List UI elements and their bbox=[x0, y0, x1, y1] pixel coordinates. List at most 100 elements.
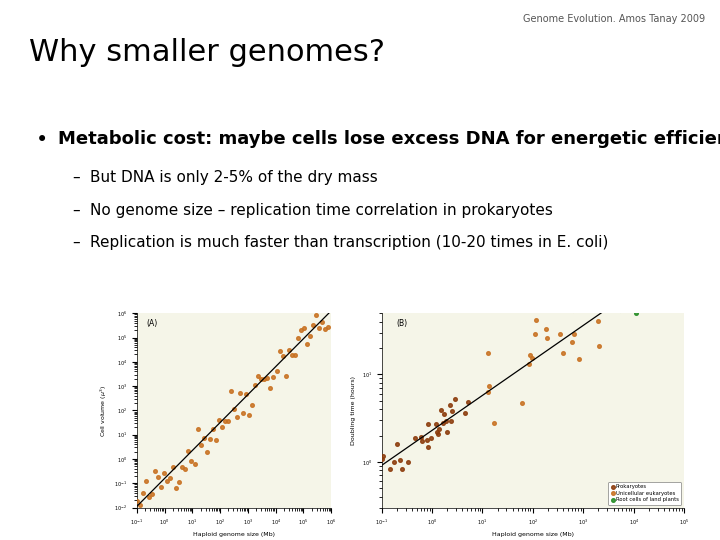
Root cells of land plants bbox=[630, 309, 642, 318]
Point bbox=[268, 373, 279, 381]
Y-axis label: Doubling time (hours): Doubling time (hours) bbox=[351, 376, 356, 445]
Prokaryotes bbox=[444, 401, 455, 409]
Point bbox=[210, 435, 222, 444]
Point bbox=[323, 322, 334, 331]
Point bbox=[258, 375, 270, 383]
Unicellular eukaryotes bbox=[482, 349, 494, 357]
Prokaryotes bbox=[416, 437, 428, 446]
Point bbox=[304, 331, 315, 340]
Unicellular eukaryotes bbox=[610, 289, 621, 298]
Point bbox=[134, 501, 145, 509]
Point bbox=[164, 474, 176, 482]
Point bbox=[310, 311, 322, 320]
Point bbox=[301, 340, 312, 349]
Prokaryotes bbox=[415, 433, 427, 442]
Point bbox=[250, 381, 261, 389]
Point bbox=[243, 410, 255, 419]
Prokaryotes bbox=[384, 464, 395, 473]
Unicellular eukaryotes bbox=[566, 338, 577, 346]
Point bbox=[286, 350, 297, 359]
Unicellular eukaryotes bbox=[557, 349, 569, 357]
Prokaryotes bbox=[394, 456, 405, 464]
Text: •: • bbox=[36, 130, 48, 150]
Point bbox=[146, 489, 158, 498]
Point bbox=[225, 387, 237, 396]
Prokaryotes bbox=[431, 428, 443, 436]
Prokaryotes bbox=[435, 406, 446, 414]
Point bbox=[204, 435, 215, 443]
Point bbox=[295, 326, 307, 334]
Unicellular eukaryotes bbox=[609, 274, 621, 283]
Point bbox=[320, 325, 331, 333]
Prokaryotes bbox=[432, 430, 444, 438]
Point bbox=[316, 318, 328, 326]
Point bbox=[307, 321, 319, 330]
Point bbox=[168, 463, 179, 471]
Point bbox=[140, 476, 152, 485]
Point bbox=[313, 324, 325, 333]
Point bbox=[149, 467, 161, 475]
Text: –: – bbox=[72, 170, 80, 185]
Prokaryotes bbox=[462, 398, 474, 407]
Text: Metabolic cost: maybe cells lose excess DNA for energetic efficiency: Metabolic cost: maybe cells lose excess … bbox=[58, 130, 720, 147]
Prokaryotes bbox=[431, 420, 442, 428]
Text: –: – bbox=[72, 235, 80, 250]
Text: Why smaller genomes?: Why smaller genomes? bbox=[29, 38, 384, 67]
Unicellular eukaryotes bbox=[541, 334, 553, 342]
Point bbox=[228, 404, 240, 413]
Legend: Prokaryotes, Unicellular eukaryotes, Root cells of land plants: Prokaryotes, Unicellular eukaryotes, Roo… bbox=[608, 482, 681, 505]
Prokaryotes bbox=[445, 417, 456, 426]
Unicellular eukaryotes bbox=[489, 418, 500, 427]
Text: –: – bbox=[72, 202, 80, 218]
Point bbox=[240, 390, 252, 399]
Root cells of land plants bbox=[628, 291, 639, 299]
Prokaryotes bbox=[376, 455, 387, 463]
Point bbox=[238, 408, 249, 417]
Root cells of land plants bbox=[642, 284, 653, 292]
Point bbox=[298, 324, 310, 333]
Prokaryotes bbox=[410, 434, 421, 442]
Root cells of land plants bbox=[611, 303, 622, 312]
Point bbox=[231, 413, 243, 421]
Prokaryotes bbox=[441, 416, 452, 425]
Text: But DNA is only 2-5% of the dry mass: But DNA is only 2-5% of the dry mass bbox=[90, 170, 378, 185]
Point bbox=[156, 483, 167, 491]
Point bbox=[131, 497, 143, 505]
Prokaryotes bbox=[396, 464, 408, 473]
Point bbox=[192, 425, 203, 434]
Root cells of land plants bbox=[616, 291, 628, 299]
Unicellular eukaryotes bbox=[540, 325, 552, 334]
Point bbox=[256, 375, 267, 383]
Text: Genome Evolution. Amos Tanay 2009: Genome Evolution. Amos Tanay 2009 bbox=[523, 14, 706, 24]
Unicellular eukaryotes bbox=[592, 316, 603, 325]
Unicellular eukaryotes bbox=[524, 350, 536, 359]
Unicellular eukaryotes bbox=[568, 329, 580, 338]
Text: (B): (B) bbox=[397, 319, 408, 328]
Prokaryotes bbox=[438, 409, 449, 418]
Point bbox=[234, 389, 246, 398]
Prokaryotes bbox=[423, 420, 434, 428]
Prokaryotes bbox=[402, 457, 414, 466]
Point bbox=[289, 350, 300, 359]
Root cells of land plants bbox=[606, 304, 618, 313]
Point bbox=[195, 440, 207, 449]
Point bbox=[261, 374, 273, 382]
Point bbox=[222, 417, 234, 426]
Unicellular eukaryotes bbox=[531, 316, 542, 325]
Prokaryotes bbox=[378, 451, 390, 460]
Unicellular eukaryotes bbox=[482, 388, 494, 397]
Text: No genome size – replication time correlation in prokaryotes: No genome size – replication time correl… bbox=[90, 202, 553, 218]
X-axis label: Haploid genome size (Mb): Haploid genome size (Mb) bbox=[492, 532, 574, 537]
Point bbox=[292, 333, 304, 342]
Prokaryotes bbox=[433, 424, 445, 433]
Point bbox=[276, 352, 288, 360]
Root cells of land plants bbox=[670, 253, 681, 262]
Point bbox=[265, 384, 276, 393]
Text: Replication is much faster than transcription (10-20 times in E. coli): Replication is much faster than transcri… bbox=[90, 235, 608, 250]
Unicellular eukaryotes bbox=[526, 354, 538, 363]
Prokaryotes bbox=[425, 434, 436, 442]
Root cells of land plants bbox=[654, 231, 665, 239]
Point bbox=[183, 447, 194, 455]
Unicellular eukaryotes bbox=[554, 329, 566, 338]
Point bbox=[176, 462, 188, 471]
